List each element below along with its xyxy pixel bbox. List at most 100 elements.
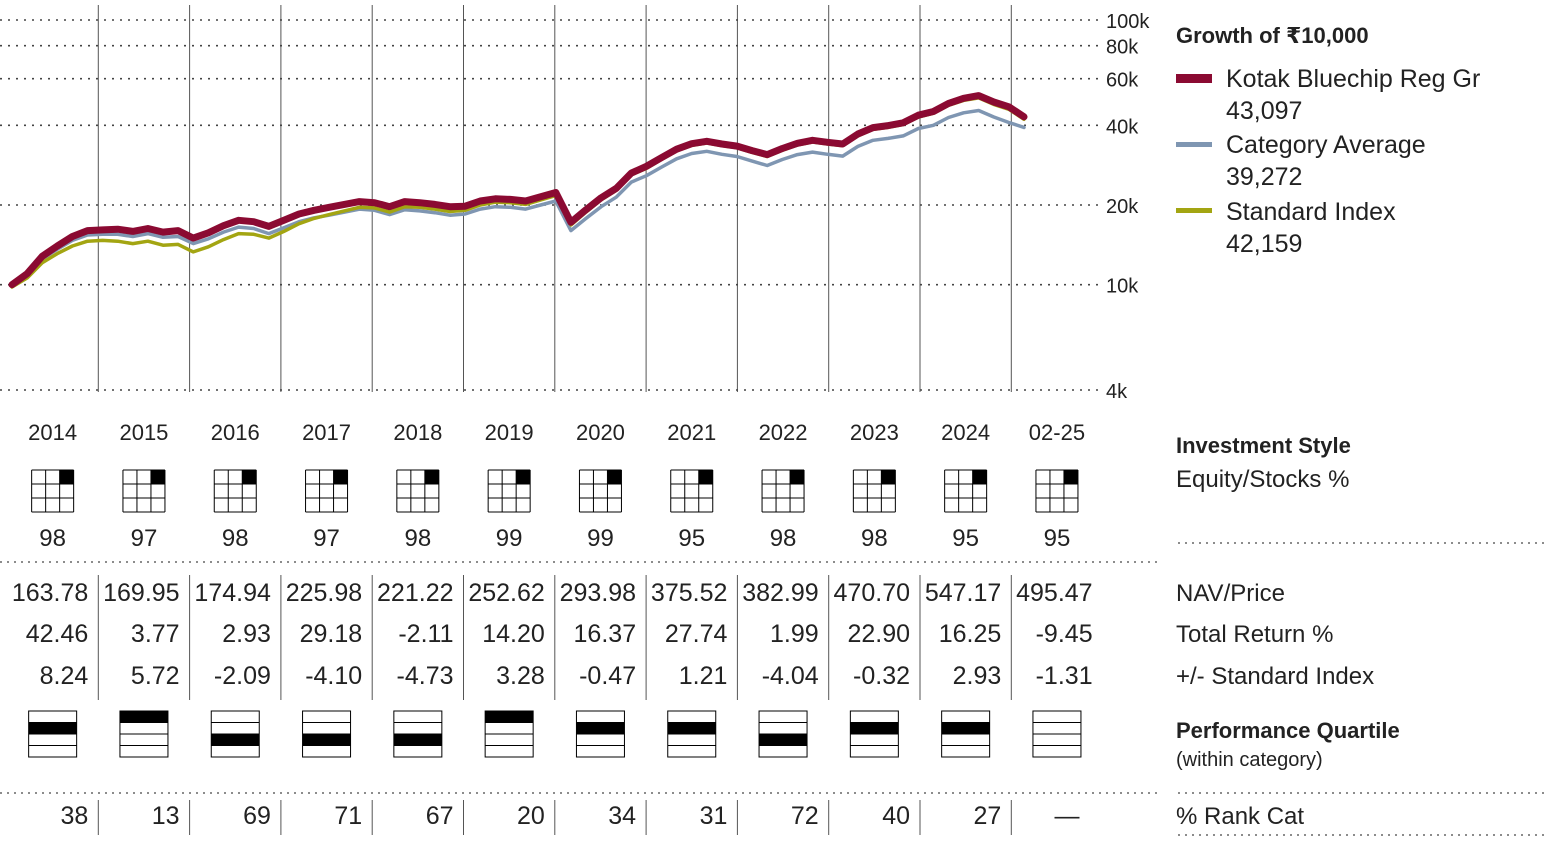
data-cell: 163.78	[12, 579, 88, 607]
equity-percent: 98	[770, 525, 797, 552]
rank-value: 40	[882, 802, 910, 830]
data-cell: 3.28	[496, 662, 545, 690]
quartile-box	[758, 710, 808, 758]
quartile-filled-band	[850, 722, 899, 734]
equity-percent: 99	[496, 525, 523, 552]
quartile-filled-band	[485, 711, 534, 723]
equity-percent: 95	[952, 525, 979, 552]
data-cell: 547.17	[925, 579, 1001, 607]
y-tick-label: 100k	[1106, 11, 1150, 33]
legend-item-index-name: Standard Index	[1226, 198, 1396, 226]
series-line-kotak-bluechip-reg-gr	[8, 92, 1028, 289]
equity-percent: 95	[1044, 525, 1071, 552]
data-cell: 293.98	[560, 579, 636, 607]
y-gridlines	[0, 19, 1100, 391]
data-cell: 16.25	[939, 620, 1002, 648]
quartile-filled-band	[393, 734, 442, 746]
year-label: 2017	[302, 420, 351, 445]
style-box	[122, 469, 166, 513]
equity-percent: 95	[678, 525, 705, 552]
quartile-filled-band	[28, 722, 77, 734]
style-box-filled-cell	[1063, 470, 1078, 484]
y-tick-label: 10k	[1106, 276, 1139, 298]
quartile-box	[575, 710, 625, 758]
rank-value: 13	[152, 802, 180, 830]
rank-value: 38	[60, 802, 88, 830]
quartile-box	[1032, 710, 1082, 758]
rank-value: 31	[700, 802, 728, 830]
performance-quartile-subtitle: (within category)	[1176, 749, 1323, 771]
legend-swatch-fund	[1176, 74, 1212, 83]
year-label: 2023	[850, 420, 899, 445]
quartile-box	[393, 710, 443, 758]
rank-value: 72	[791, 802, 819, 830]
row-label-vs-index: +/- Standard Index	[1176, 663, 1374, 690]
data-cell: -4.04	[762, 662, 819, 690]
data-cell: 495.47	[1016, 579, 1092, 607]
data-cell: 29.18	[300, 620, 363, 648]
row-label-nav: NAV/Price	[1176, 580, 1285, 607]
legend-title: Growth of ₹10,000	[1176, 23, 1369, 48]
data-cell: -4.73	[397, 662, 454, 690]
year-label: 2016	[211, 420, 260, 445]
data-cell: 225.98	[286, 579, 362, 607]
rank-value: 27	[973, 802, 1001, 830]
equity-percent: 98	[39, 525, 66, 552]
style-box-filled-cell	[881, 470, 896, 484]
investment-style-title: Investment Style	[1176, 433, 1351, 458]
series-line-category-average	[10, 108, 1026, 288]
quartile-box	[302, 710, 352, 758]
year-label: 2019	[485, 420, 534, 445]
quartile-box	[484, 710, 534, 758]
quartile-filled-band	[667, 722, 716, 734]
style-box-filled-cell	[424, 470, 439, 484]
year-label: 2015	[119, 420, 168, 445]
data-cell: 221.22	[377, 579, 453, 607]
legend: Growth of ₹10,000 Kotak Bluechip Reg Gr …	[1176, 23, 1480, 258]
legend-swatch-index	[1176, 208, 1212, 213]
style-box-filled-cell	[607, 470, 622, 484]
data-cell: -0.47	[579, 662, 636, 690]
data-cell: -2.11	[398, 620, 453, 648]
rank-value: 71	[334, 802, 362, 830]
quartile-box	[667, 710, 717, 758]
style-box	[944, 469, 988, 513]
style-box	[487, 469, 531, 513]
style-box-filled-cell	[150, 470, 165, 484]
data-cell: 42.46	[26, 620, 89, 648]
data-cell: 3.77	[131, 620, 180, 648]
data-cell: 169.95	[103, 579, 179, 607]
equity-percent: 98	[404, 525, 431, 552]
equity-percent: 98	[222, 525, 249, 552]
rank-row-label: % Rank Cat	[1176, 803, 1304, 830]
data-cell: 22.90	[847, 620, 910, 648]
y-tick-label: 20k	[1106, 196, 1139, 218]
y-axis-tick-labels: 100k 80k 60k 40k 20k 10k 4k	[1106, 11, 1150, 403]
style-box-filled-cell	[333, 470, 348, 484]
data-cell: 470.70	[834, 579, 910, 607]
year-labels: 2014 2015 2016 2017 2018 2019 2020 2021 2022 2023…	[28, 420, 1085, 445]
year-label: 2014	[28, 420, 77, 445]
year-label: 2022	[759, 420, 808, 445]
style-box	[761, 469, 805, 513]
rank-value: 67	[426, 802, 454, 830]
style-box	[396, 469, 440, 513]
style-box	[305, 469, 349, 513]
style-box	[670, 469, 714, 513]
rank-value: 34	[608, 802, 636, 830]
style-boxes	[31, 469, 1079, 513]
data-cell: 2.93	[953, 662, 1002, 690]
style-box	[213, 469, 257, 513]
quartile-filled-band	[119, 711, 168, 723]
year-label: 2018	[393, 420, 442, 445]
style-box	[578, 469, 622, 513]
quartile-box	[28, 710, 78, 758]
style-box-filled-cell	[516, 470, 531, 484]
legend-item-fund-name: Kotak Bluechip Reg Gr	[1226, 65, 1480, 93]
data-cell: -9.45	[1036, 620, 1093, 648]
y-tick-label: 60k	[1106, 70, 1139, 92]
data-cell: 1.21	[679, 662, 728, 690]
quartile-filled-band	[211, 734, 260, 746]
legend-item-category-value: 39,272	[1226, 163, 1302, 191]
